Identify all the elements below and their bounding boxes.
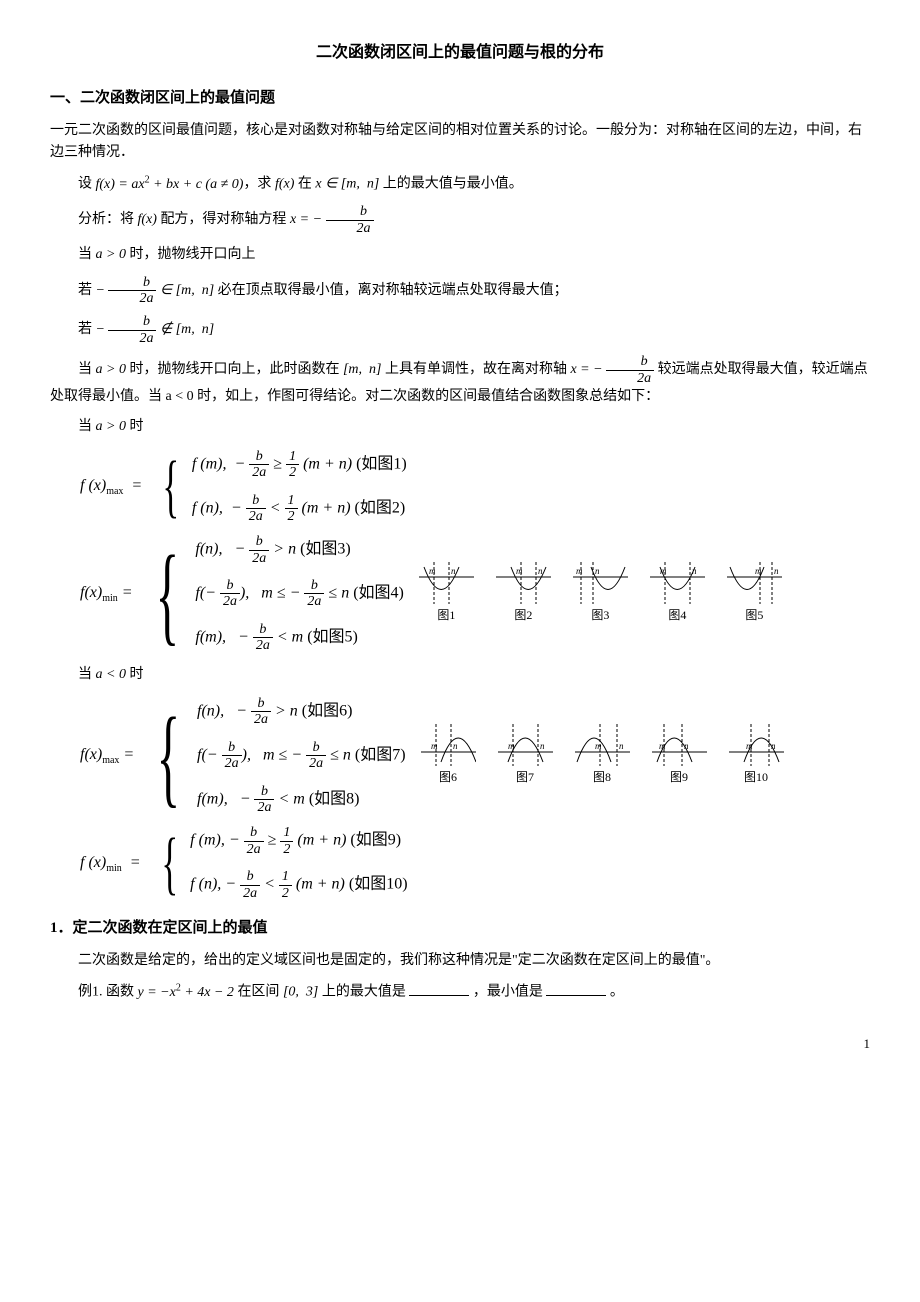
answer-blank-1 [409,981,469,996]
when-a-pos: 当 a > 0 时，抛物线开口向上 [50,244,870,266]
page-title: 二次函数闭区间上的最值问题与根的分布 [50,40,870,66]
svg-text:n: n [774,566,779,576]
svg-text:m: m [429,566,436,576]
svg-text:n: n [451,566,456,576]
svg-text:n: n [684,741,689,751]
subsection-1: 1．定二次函数在定区间上的最值 [50,916,870,940]
fmin-neg-cases: f (x)min = { f (m), − b2a ≥ 12 (m + n) (… [80,825,870,901]
svg-text:n: n [771,741,776,751]
svg-text:m: m [659,741,666,751]
svg-text:n: n [595,566,600,576]
setup-prefix: 设 [78,177,92,192]
svg-text:m: m [595,741,602,751]
analysis-line: 分析：将 f(x) 配方，得对称轴方程 x = − b2a [50,204,870,236]
parabola-up-icon: mn [419,562,474,604]
case-a-neg-label: 当 a < 0 时 [50,664,870,686]
fmax-pos-cases: f (x)max = { f (m), − b2a ≥ 12 (m + n) (… [80,449,870,525]
svg-text:m: m [660,566,667,576]
parabola-up-icon: mn [573,562,628,604]
parabola-down-icon: mn [498,724,553,766]
parabola-down-icon: mn [729,724,784,766]
svg-text:m: m [746,741,753,751]
svg-text:n: n [453,741,458,751]
svg-text:n: n [692,566,697,576]
parabola-down-icon: mn [652,724,707,766]
svg-text:n: n [619,741,624,751]
figures-row-down: mn图6 mn图7 mn图8 mn图9 mn图10 [421,724,784,787]
if-notin-interval: 若 − b2a ∉ [m, n] [50,314,870,346]
svg-text:n: n [538,566,543,576]
parabola-up-icon: mn [650,562,705,604]
svg-text:m: m [576,566,583,576]
case-a-pos-label: 当 a > 0 时 [50,416,870,438]
svg-text:m: m [431,741,438,751]
page-number: 1 [50,1034,870,1055]
example-1: 例1. 函数 y = −x2 + 4x − 2 在区间 [0, 3] 上的最大值… [50,980,870,1004]
setup-line: 设 f(x) = ax2 + bx + c (a ≠ 0)，求 f(x) 在 x… [50,172,870,196]
svg-text:n: n [540,741,545,751]
svg-text:m: m [755,566,762,576]
section-1-heading: 一、二次函数闭区间上的最值问题 [50,86,870,110]
answer-blank-2 [546,981,606,996]
parabola-down-icon: mn [421,724,476,766]
fmax-neg-cases: f(x)max = { f(n), − b2a > n (如图6) f(− b2… [80,696,870,815]
figures-row-up: mn图1 mn图2 mn图3 mn图4 mn图5 [419,562,782,625]
if-in-interval: 若 − b2a ∈ [m, n] 必在顶点取得最小值，离对称轴较远端点处取得最大… [50,275,870,307]
parabola-down-icon: mn [575,724,630,766]
parabola-up-icon: mn [727,562,782,604]
intro-paragraph: 一元二次函数的区间最值问题，核心是对函数对称轴与给定区间的相对位置关系的讨论。一… [50,120,870,165]
monotone-paragraph: 当 a > 0 时，抛物线开口向上，此时函数在 [m, n] 上具有单调性，故在… [50,354,870,408]
parabola-up-icon: mn [496,562,551,604]
subsection-1-text: 二次函数是给定的，给出的定义域区间也是固定的，我们称这种情况是"定二次函数在定区… [50,950,870,972]
fmin-pos-cases: f(x)min = { f(n), − b2a > n (如图3) f(− b2… [80,534,870,653]
svg-text:m: m [516,566,523,576]
svg-text:m: m [508,741,515,751]
